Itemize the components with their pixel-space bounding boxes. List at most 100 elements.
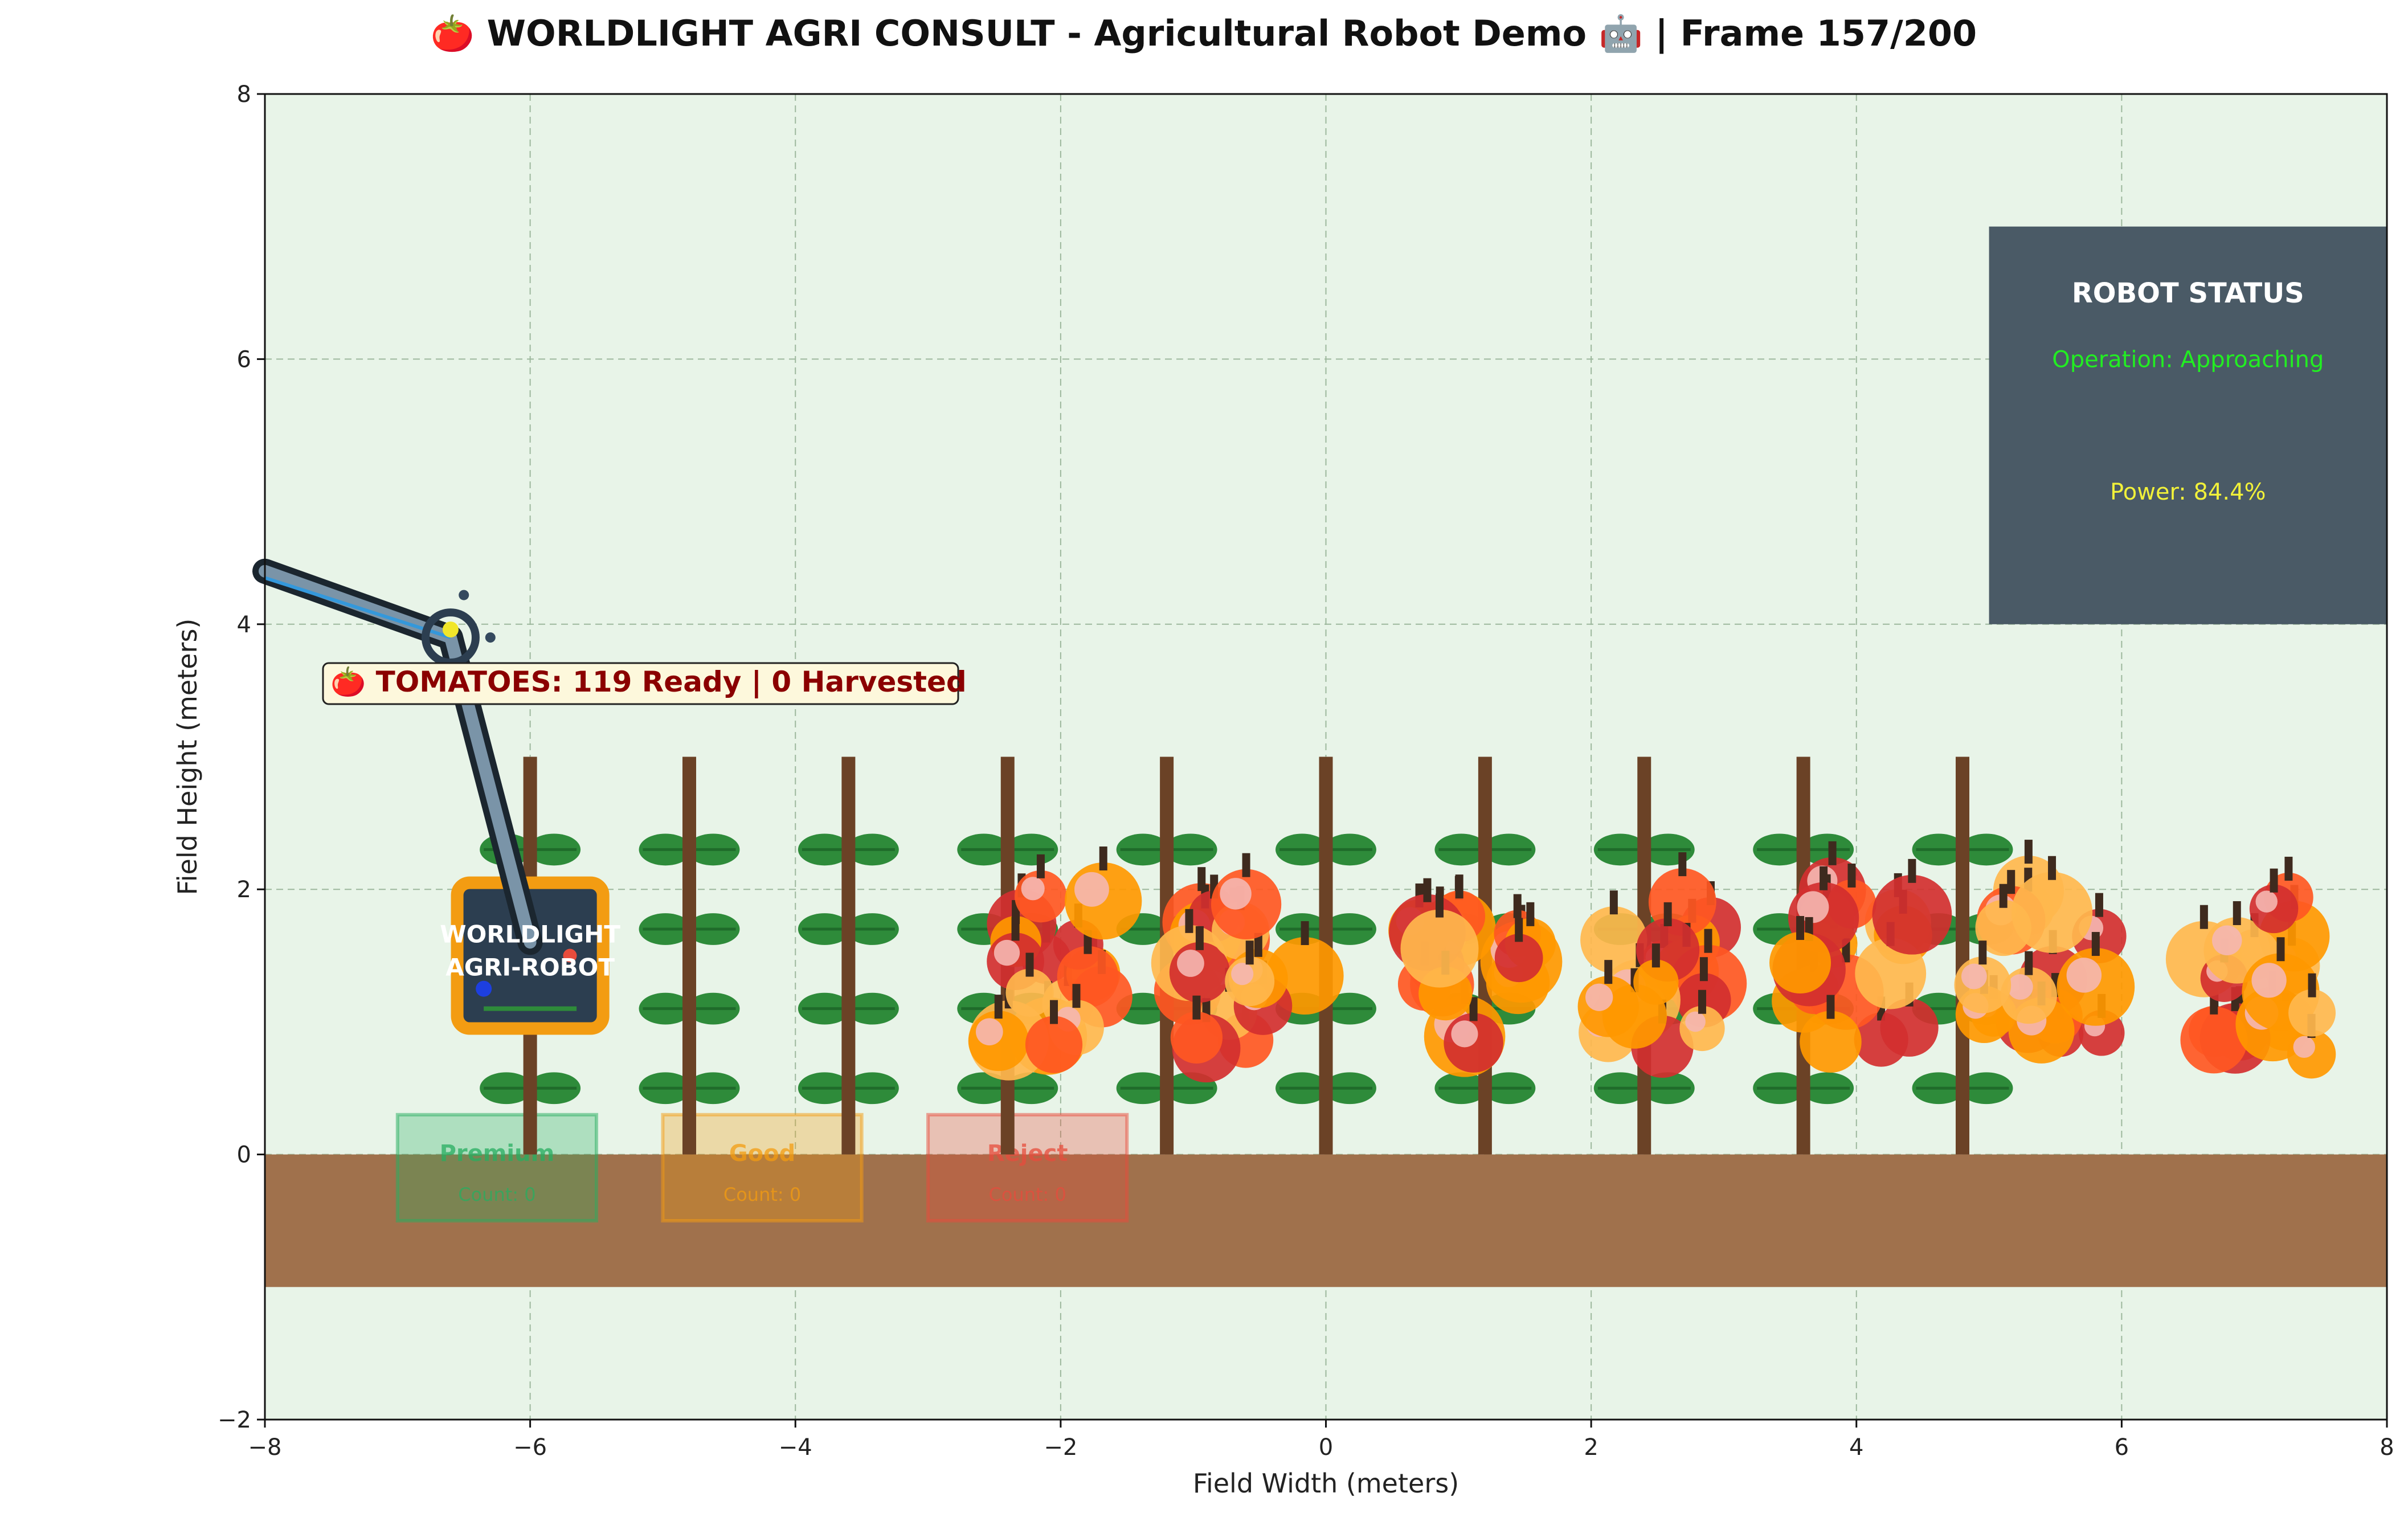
tomato-stem — [1796, 916, 1805, 940]
tomato — [1025, 1016, 1083, 1073]
tomato-stem — [1469, 997, 1478, 1021]
tomato-stem — [2095, 893, 2103, 917]
tomato-stem — [1663, 902, 1672, 926]
robot-indicator-blue — [476, 980, 492, 997]
status-power: Power: 84.4% — [2110, 479, 2266, 505]
tomato-stem — [1455, 874, 1463, 899]
tomato-stem — [1254, 933, 1262, 957]
tomato — [1057, 946, 1119, 1008]
tomato-stem — [2270, 868, 2278, 893]
x-tick-label: 4 — [1849, 1434, 1863, 1461]
tomato-stem — [1050, 1000, 1058, 1024]
x-tick-label: 8 — [2380, 1434, 2394, 1461]
y-tick-label: −2 — [218, 1407, 251, 1433]
tomato-stem — [1192, 995, 1201, 1020]
tomato-stem — [1826, 995, 1835, 1019]
tomato-stem — [1301, 921, 1309, 946]
status-operation: Operation: Approaching — [2052, 346, 2324, 373]
tomato-highlight — [1451, 1020, 1478, 1048]
tomato-highlight — [1021, 877, 1045, 901]
tomato-stem — [1698, 989, 1706, 1014]
robot-label-line1: WORLDLIGHT — [440, 920, 620, 948]
tomato — [2011, 872, 2093, 954]
tomato-stem — [2276, 937, 2285, 962]
tomato-stem — [1513, 894, 1522, 918]
tomato-highlight — [1585, 983, 1613, 1011]
y-tick-label: 8 — [237, 81, 251, 108]
tomato-highlight — [1074, 872, 1109, 907]
x-axis: −8 −6 −4 −2 0 2 4 6 8 — [248, 1420, 2394, 1461]
tomato-stem — [2233, 901, 2241, 925]
tomato-stem — [1423, 878, 1432, 902]
bin-count: Count: 0 — [723, 1184, 801, 1205]
tomato — [1872, 874, 1952, 955]
bin-count: Count: 0 — [989, 1184, 1066, 1205]
tomato-stem — [1699, 957, 1708, 982]
tomato-highlight — [2212, 925, 2242, 956]
robot-particle — [485, 632, 496, 643]
robot-status-panel: ROBOT STATUS Operation: Approaching Powe… — [1989, 226, 2387, 624]
tomato-highlight — [1177, 950, 1204, 977]
tomato-stem — [2308, 973, 2316, 997]
tomato-stem — [1828, 841, 1837, 865]
tomato-stem — [1099, 847, 1107, 871]
tomato-counter-text: 🍅 TOMATOES: 119 Ready | 0 Harvested — [330, 665, 967, 699]
y-tick-label: 4 — [237, 612, 251, 638]
chart-title: 🍅 WORLDLIGHT AGRI CONSULT - Agricultural… — [431, 13, 1977, 55]
tomato — [1880, 998, 1939, 1057]
bin-label: Premium — [440, 1140, 555, 1167]
bin-label: Reject — [987, 1140, 1068, 1167]
tomato-stem — [994, 995, 1003, 1019]
x-tick-label: −2 — [1044, 1434, 1077, 1461]
robot: WORLDLIGHT AGRI-ROBOT — [252, 558, 620, 1035]
x-tick-label: 0 — [1319, 1434, 1333, 1461]
tomato-stem — [1515, 918, 1523, 942]
robot-joint-light — [442, 621, 459, 638]
tomato-stem — [1978, 940, 1987, 965]
tomato-highlight — [2066, 958, 2102, 993]
tomato — [1005, 968, 1054, 1017]
tomato-highlight — [994, 939, 1020, 966]
tomato — [1769, 932, 1831, 994]
y-tick-label: 6 — [237, 346, 251, 373]
bin-box — [395, 1113, 599, 1222]
tomato — [2180, 1006, 2248, 1074]
tomato-stem — [1678, 852, 1687, 877]
tomato — [1975, 899, 2031, 956]
tomato-highlight — [2251, 963, 2287, 998]
tomato-stem — [1036, 854, 1045, 878]
x-tick-label: −6 — [513, 1434, 547, 1461]
plant-stem — [682, 756, 696, 1155]
tomato-stem — [2007, 870, 2015, 894]
tomato — [1855, 938, 1927, 1009]
robot-particle — [459, 590, 469, 600]
tomato-stem — [1999, 884, 2008, 908]
tomato-highlight — [975, 1018, 1003, 1046]
tomato-stem — [1185, 909, 1193, 933]
x-axis-label: Field Width (meters) — [1193, 1468, 1459, 1499]
x-tick-label: 2 — [1584, 1434, 1598, 1461]
tomato-stem — [1436, 893, 1444, 918]
robot-label-line2: AGRI-ROBOT — [445, 953, 615, 981]
tomato-stem — [1072, 984, 1081, 1008]
tomato-stem — [1820, 866, 1828, 890]
tomato-stem — [1526, 902, 1535, 926]
robot-gripper-tip — [563, 948, 577, 963]
tomato-highlight — [1231, 963, 1254, 986]
y-axis-label: Field Height (meters) — [172, 619, 203, 895]
tomato-stem — [1847, 863, 1856, 888]
tomato-highlight — [2293, 1036, 2315, 1058]
plot-area: Premium Count: 0 Good Count: 0 Reject Count: … — [252, 93, 2388, 1421]
tomato-stem — [1609, 890, 1618, 915]
tomato-clusters — [968, 840, 2336, 1083]
x-tick-label: −4 — [779, 1434, 812, 1461]
tomato-counter: 🍅 TOMATOES: 119 Ready | 0 Harvested — [322, 662, 967, 705]
tomato-stem — [2024, 840, 2033, 864]
bin-box — [926, 1113, 1129, 1222]
x-tick-label: 6 — [2115, 1434, 2129, 1461]
tomato-highlight — [2255, 890, 2278, 913]
y-tick-label: 0 — [237, 1142, 251, 1168]
bin-box — [661, 1113, 864, 1222]
tomato-stem — [1242, 853, 1250, 877]
tomato — [1800, 1011, 1862, 1073]
